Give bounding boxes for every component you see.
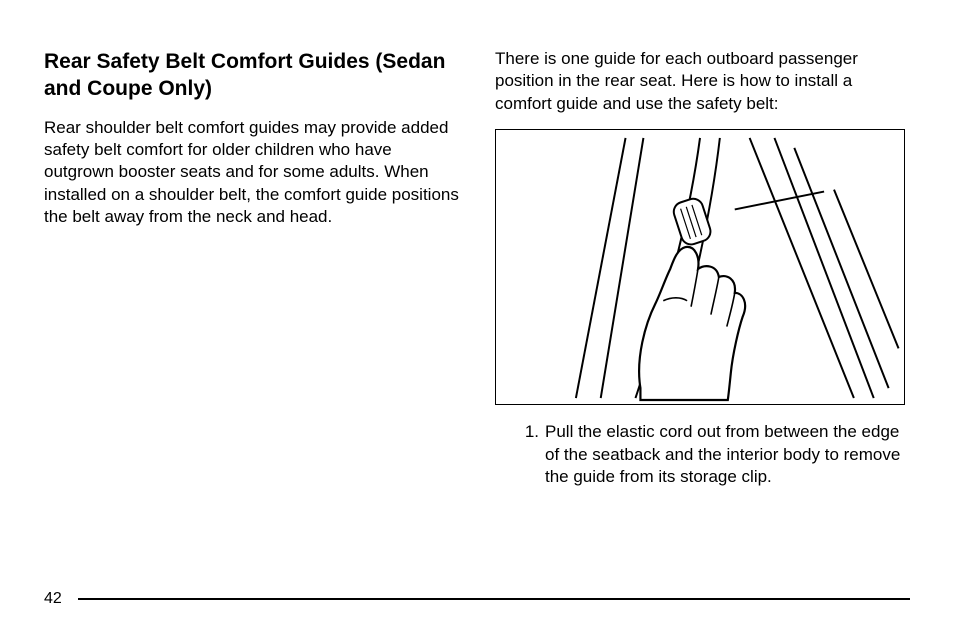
instruction-steps: 1. Pull the elastic cord out from betwee… [495,421,910,488]
left-column: Rear Safety Belt Comfort Guides (Sedan a… [44,48,459,489]
right-intro-paragraph: There is one guide for each outboard pas… [495,48,910,115]
section-heading: Rear Safety Belt Comfort Guides (Sedan a… [44,48,459,103]
seatbelt-guide-illustration [496,130,904,404]
footer-rule [78,598,910,600]
step-1: 1. Pull the elastic cord out from betwee… [523,421,910,488]
right-column: There is one guide for each outboard pas… [495,48,910,489]
step-text: Pull the elastic cord out from between t… [545,421,910,488]
step-number: 1. [523,421,545,488]
instruction-figure [495,129,905,405]
page-footer: 42 [44,590,910,608]
page-number: 42 [44,590,62,608]
two-column-layout: Rear Safety Belt Comfort Guides (Sedan a… [44,48,910,489]
intro-paragraph: Rear shoulder belt comfort guides may pr… [44,117,459,229]
